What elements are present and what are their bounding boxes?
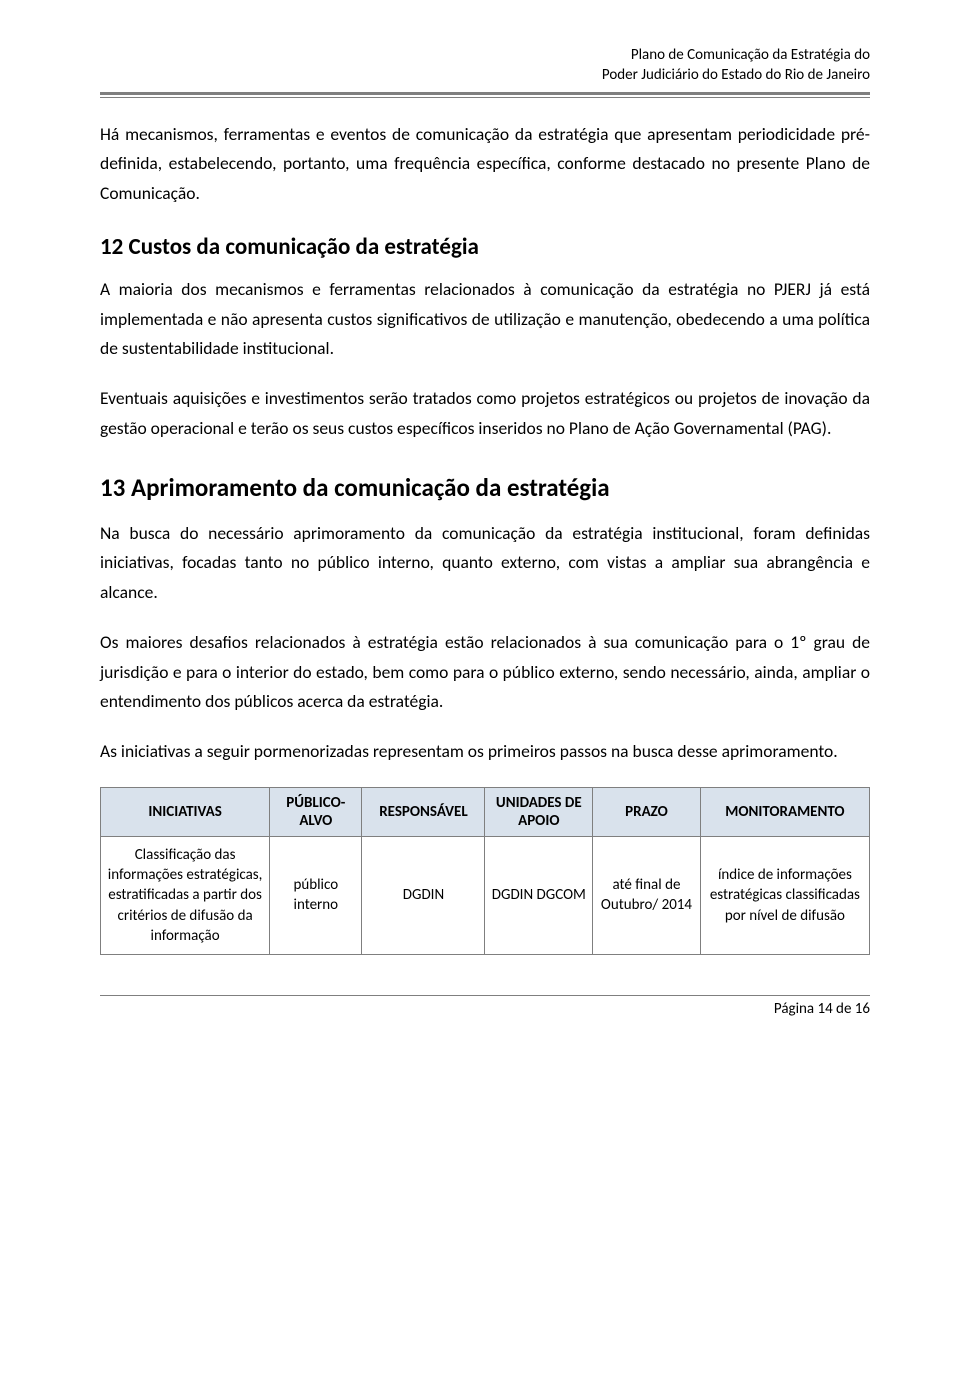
col-responsavel: RESPONSÁVEL xyxy=(362,787,485,836)
cell-iniciativa: Classificação das informações estratégic… xyxy=(101,836,270,954)
header-rule-thick xyxy=(100,92,870,95)
header-line-2: Poder Judiciário do Estado do Rio de Jan… xyxy=(100,65,870,85)
paragraph-12-2: Eventuais aquisições e investimentos ser… xyxy=(100,384,870,444)
paragraph-13-2: Os maiores desafios relacionados à estra… xyxy=(100,628,870,717)
heading-12: 12 Custos da comunicação da estratégia xyxy=(100,233,870,261)
initiatives-table: INICIATIVAS PÚBLICO-ALVO RESPONSÁVEL UNI… xyxy=(100,787,870,955)
col-prazo: PRAZO xyxy=(593,787,701,836)
page-number: Página 14 de 16 xyxy=(100,1000,870,1018)
cell-unidades: DGDIN DGCOM xyxy=(485,836,593,954)
cell-publico: público interno xyxy=(270,836,362,954)
paragraph-13-1: Na busca do necessário aprimoramento da … xyxy=(100,519,870,608)
col-monitoramento: MONITORAMENTO xyxy=(700,787,869,836)
cell-responsavel: DGDIN xyxy=(362,836,485,954)
table-row: Classificação das informações estratégic… xyxy=(101,836,870,954)
cell-monitoramento: índice de informações estratégicas class… xyxy=(700,836,869,954)
footer-rule xyxy=(100,995,870,996)
document-page: Plano de Comunicação da Estratégia do Po… xyxy=(0,0,960,1394)
heading-13: 13 Aprimoramento da comunicação da estra… xyxy=(100,472,870,503)
col-iniciativas: INICIATIVAS xyxy=(101,787,270,836)
cell-prazo: até final de Outubro/ 2014 xyxy=(593,836,701,954)
paragraph-13-3: As iniciativas a seguir pormenorizadas r… xyxy=(100,737,870,767)
table-header-row: INICIATIVAS PÚBLICO-ALVO RESPONSÁVEL UNI… xyxy=(101,787,870,836)
header-rule-thin xyxy=(100,97,870,98)
col-unidades: UNIDADES DE APOIO xyxy=(485,787,593,836)
paragraph-intro: Há mecanismos, ferramentas e eventos de … xyxy=(100,120,870,209)
paragraph-12-1: A maioria dos mecanismos e ferramentas r… xyxy=(100,275,870,364)
running-header: Plano de Comunicação da Estratégia do Po… xyxy=(100,45,870,86)
header-line-1: Plano de Comunicação da Estratégia do xyxy=(100,45,870,65)
col-publico-alvo: PÚBLICO-ALVO xyxy=(270,787,362,836)
